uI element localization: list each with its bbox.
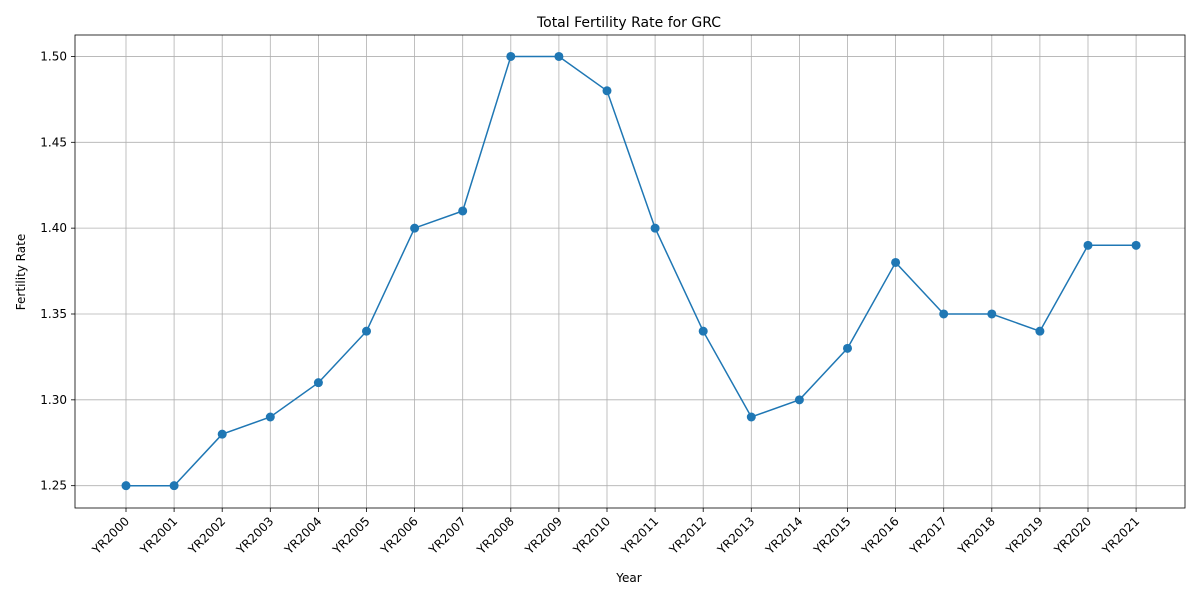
data-point <box>410 223 420 233</box>
x-tick-label: YR2013 <box>714 514 757 557</box>
data-point <box>698 326 708 336</box>
x-tick-label: YR2012 <box>666 514 709 557</box>
gridlines <box>75 35 1185 508</box>
x-tick-label: YR2006 <box>377 514 420 557</box>
x-tick-label: YR2017 <box>907 514 950 557</box>
data-point <box>1131 240 1141 250</box>
y-axis-ticks: 1.25 1.30 1.35 1.40 1.45 1.50 <box>40 49 75 493</box>
x-axis-ticks: YR2000 YR2001 YR2002 YR2003 YR2004 YR2005 YR20… <box>89 508 1142 558</box>
data-point <box>650 223 660 233</box>
plot-frame <box>74 34 1186 509</box>
data-point <box>843 343 852 353</box>
y-axis-label: Fertility Rate <box>14 234 28 310</box>
chart-title: Total Fertility Rate for GRC <box>536 15 721 31</box>
x-tick-label: YR2021 <box>1099 514 1142 557</box>
x-tick-label: YR2014 <box>762 514 805 557</box>
data-point <box>362 326 371 336</box>
y-tick-label: 1.30 <box>40 393 67 407</box>
x-axis-label: Year <box>615 571 641 585</box>
data-point <box>1035 326 1045 336</box>
y-tick-label: 1.45 <box>40 135 67 149</box>
data-point <box>987 309 997 319</box>
x-tick-label: YR2015 <box>810 514 853 557</box>
y-tick-label: 1.35 <box>40 307 67 321</box>
data-point <box>313 378 323 388</box>
x-tick-label: YR2001 <box>137 514 180 557</box>
data-point <box>265 412 275 422</box>
y-tick-label: 1.50 <box>40 49 67 63</box>
y-tick-label: 1.25 <box>40 479 67 493</box>
series-line <box>126 55 1137 487</box>
x-tick-label: YR2000 <box>89 514 132 557</box>
data-point <box>554 51 564 61</box>
x-tick-label: YR2004 <box>281 514 324 557</box>
x-tick-label: YR2019 <box>1003 514 1046 557</box>
data-point <box>794 395 804 405</box>
data-point <box>1083 240 1093 250</box>
x-tick-label: YR2008 <box>474 514 517 557</box>
data-point <box>746 412 756 422</box>
data-point <box>602 86 612 96</box>
data-point <box>891 257 901 267</box>
data-point <box>169 481 179 491</box>
x-tick-label: YR2005 <box>329 514 372 557</box>
x-tick-label: YR2007 <box>426 514 469 557</box>
x-tick-label: YR2018 <box>955 514 998 557</box>
x-tick-label: YR2016 <box>858 514 901 557</box>
x-tick-label: YR2011 <box>618 514 661 557</box>
data-point <box>458 206 468 216</box>
data-point <box>506 51 516 61</box>
x-tick-label: YR2020 <box>1051 514 1094 557</box>
x-tick-label: YR2003 <box>233 514 276 557</box>
data-point <box>939 309 949 319</box>
x-tick-label: YR2010 <box>570 514 613 557</box>
data-point <box>217 429 227 439</box>
data-point <box>121 481 131 491</box>
x-tick-label: YR2009 <box>522 514 565 557</box>
y-tick-label: 1.40 <box>40 221 67 235</box>
data-points <box>121 51 1141 491</box>
x-tick-label: YR2002 <box>185 514 228 557</box>
